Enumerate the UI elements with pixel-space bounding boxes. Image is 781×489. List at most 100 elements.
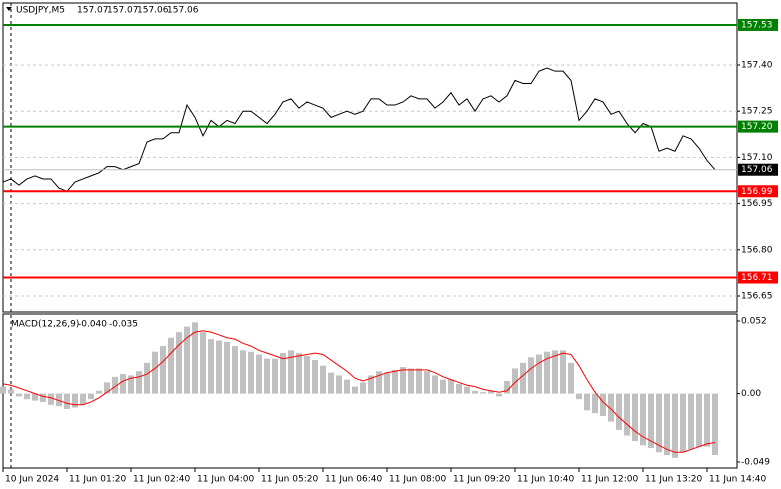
level-box <box>738 18 778 31</box>
histogram-bar <box>200 332 206 394</box>
histogram-bar <box>80 393 86 405</box>
signal-line <box>2 330 716 453</box>
histogram-bar <box>640 393 646 446</box>
histogram-bar <box>96 390 102 394</box>
histogram-bar <box>8 389 14 394</box>
y-tick-label: 156.80 <box>741 245 773 255</box>
histogram-bar <box>336 375 342 394</box>
level-label: 157.20 <box>741 122 773 132</box>
histogram-bar <box>456 383 462 394</box>
histogram-bar <box>344 379 350 394</box>
histogram-bar <box>448 379 454 394</box>
histogram-bar <box>192 322 198 394</box>
histogram-bar <box>376 371 382 394</box>
histogram-bar <box>552 350 558 394</box>
histogram-bar <box>224 341 230 394</box>
level-label: 156.71 <box>741 273 773 283</box>
y-tick-label: 157.25 <box>741 107 773 117</box>
macd-readout: -0.040 <box>78 320 107 330</box>
histogram-bar <box>32 393 38 401</box>
histogram-bar <box>672 393 678 458</box>
histogram-bar <box>600 393 606 416</box>
histogram-bar <box>632 393 638 442</box>
histogram-bar <box>464 386 470 394</box>
histogram-bar <box>144 362 150 394</box>
histogram-bar <box>392 369 398 394</box>
histogram-bar <box>368 375 374 394</box>
histogram-bar <box>304 355 310 394</box>
histogram-bar <box>256 354 262 394</box>
histogram-bar <box>16 393 22 397</box>
ohlc-value: 157.07 <box>77 6 109 16</box>
histogram-bar <box>480 392 486 394</box>
histogram-bar <box>488 390 494 394</box>
histogram-bar <box>184 326 190 394</box>
x-tick-label: 11 Jun 13:20 <box>645 475 702 485</box>
last-price-label: 157.06 <box>741 165 773 175</box>
histogram-bar <box>264 358 270 394</box>
level-label: 156.99 <box>741 187 773 197</box>
histogram-bar <box>360 382 366 394</box>
histogram-bar <box>624 393 630 436</box>
y-tick-label: 156.65 <box>741 292 773 302</box>
histogram-bar <box>504 381 510 394</box>
x-tick-label: 11 Jun 01:20 <box>69 475 126 485</box>
level-box <box>738 120 778 133</box>
histogram-bar <box>72 393 78 408</box>
histogram-bar <box>696 393 702 447</box>
histogram-bar <box>56 393 62 407</box>
histogram-bar <box>688 393 694 450</box>
histogram-bar <box>328 372 334 394</box>
histogram-bar <box>64 393 70 409</box>
y-tick-label: 156.95 <box>741 199 773 209</box>
histogram-bar <box>664 393 670 456</box>
level-label: 157.53 <box>741 20 773 30</box>
ohlc-value: 157.06 <box>167 6 199 16</box>
x-tick-label: 11 Jun 02:40 <box>133 475 190 485</box>
x-tick-label: 11 Jun 08:00 <box>389 475 446 485</box>
histogram-bar <box>424 371 430 394</box>
histogram-bar <box>416 368 422 394</box>
x-tick-label: 11 Jun 05:20 <box>261 475 318 485</box>
histogram-bar <box>208 339 214 394</box>
histogram-bar <box>40 393 46 402</box>
y-tick-label: 0.00 <box>741 389 761 399</box>
histogram-bar <box>0 386 6 394</box>
histogram-bar <box>512 368 518 394</box>
y-tick-label: -0.049 <box>741 458 770 468</box>
histogram-bar <box>520 362 526 394</box>
macd-name: MACD(12,26,9) <box>11 320 79 330</box>
histogram-bar <box>704 393 710 447</box>
histogram-bar <box>544 351 550 394</box>
histogram-bar <box>24 393 30 400</box>
x-tick-label: 11 Jun 10:40 <box>517 475 574 485</box>
histogram-bar <box>656 393 662 453</box>
histogram-bar <box>288 350 294 394</box>
histogram-bar <box>352 386 358 394</box>
histogram-bar <box>168 337 174 394</box>
histogram-bar <box>568 362 574 394</box>
histogram-bar <box>592 393 598 414</box>
histogram-bar <box>432 375 438 394</box>
histogram-bar <box>216 340 222 394</box>
histogram-bar <box>272 358 278 394</box>
ohlc-value: 157.07 <box>107 6 139 16</box>
level-box <box>738 185 778 198</box>
histogram-bar <box>576 393 582 400</box>
histogram-bar <box>248 351 254 394</box>
symbol: USDJPY,M5 <box>16 6 65 16</box>
histogram-bar <box>384 372 390 394</box>
histogram-bar <box>232 346 238 394</box>
histogram-bar <box>128 375 134 394</box>
histogram-bar <box>240 350 246 394</box>
histogram-bar <box>496 393 502 397</box>
histogram-bar <box>280 353 286 394</box>
histogram-bar <box>616 393 622 430</box>
histogram-bar <box>560 350 566 394</box>
x-tick-label: 11 Jun 06:40 <box>325 475 382 485</box>
histogram-bar <box>160 346 166 394</box>
histogram-bar <box>712 393 718 456</box>
histogram-bar <box>528 357 534 394</box>
ohlc-value: 157.06 <box>137 6 169 16</box>
x-tick-label: 11 Jun 09:20 <box>453 475 510 485</box>
